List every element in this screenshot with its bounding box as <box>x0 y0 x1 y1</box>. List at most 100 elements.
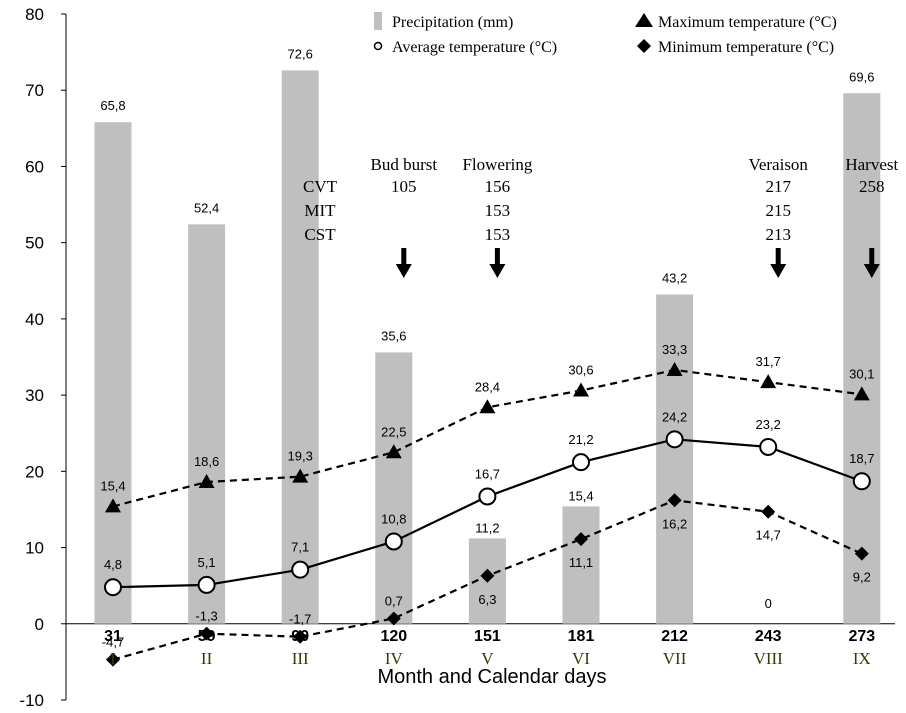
stage-day-value: 153 <box>485 201 511 220</box>
y-tick-label: 10 <box>25 539 44 558</box>
cultivar-label: CST <box>304 225 336 244</box>
month-label: III <box>292 649 309 668</box>
precip-data-label: 72,6 <box>288 46 313 61</box>
stage-day-value: 215 <box>765 201 791 220</box>
circle-marker <box>197 575 216 594</box>
triangle-data-label: 22,5 <box>381 424 406 439</box>
diamond-marker <box>574 532 588 547</box>
month-label: II <box>201 649 213 668</box>
precip-bar <box>843 93 881 624</box>
x-tick-label: 151 <box>474 628 501 645</box>
stage-arrow-head <box>770 264 787 278</box>
y-tick-label: 70 <box>25 81 44 100</box>
diamond-data-label: -1,7 <box>289 612 311 627</box>
precip-bar <box>94 122 132 624</box>
circle-marker <box>852 472 871 491</box>
diamond-data-label: 14,7 <box>756 528 781 543</box>
triangle-data-label: 30,6 <box>568 363 593 378</box>
legend-bar-swatch <box>374 12 382 30</box>
y-tick-label: 80 <box>25 5 44 24</box>
triangle-marker <box>198 474 215 489</box>
precip-data-label: 65,8 <box>100 98 125 113</box>
stage-label: Veraison <box>748 155 808 174</box>
triangle-data-label: 15,4 <box>100 478 125 493</box>
y-tick-label: 50 <box>25 234 44 253</box>
legend-diamond-swatch <box>637 39 651 53</box>
stage-label: Bud burst <box>371 155 438 174</box>
circle-data-label: 21,2 <box>568 432 593 447</box>
stage-arrow-shaft <box>401 248 407 266</box>
diamond-data-label: 6,3 <box>478 592 496 607</box>
triangle-marker <box>479 399 496 414</box>
triangle-marker <box>760 374 777 389</box>
stage-label: Harvest <box>845 155 898 174</box>
y-tick-label: 30 <box>25 386 44 405</box>
stage-day-value: 217 <box>765 177 791 196</box>
x-tick-label: 59 <box>198 628 216 645</box>
diamond-data-label: -4,7 <box>102 635 124 650</box>
circle-marker <box>291 560 310 579</box>
diamond-marker <box>761 504 776 519</box>
y-tick-label: 60 <box>25 157 44 176</box>
diamond-marker <box>854 546 869 561</box>
x-tick-label: 212 <box>661 628 688 645</box>
y-tick-label: 40 <box>25 310 44 329</box>
precip-bar <box>188 224 226 624</box>
legend-entry: Maximum temperature (°C) <box>658 14 837 31</box>
triangle-marker <box>292 468 309 483</box>
cultivar-label: CVT <box>303 177 338 196</box>
triangle-marker <box>573 382 589 397</box>
month-label: VI <box>572 649 590 668</box>
y-tick-label: 20 <box>25 462 44 481</box>
precip-data-label: 15,4 <box>568 488 593 503</box>
stage-day-value: 213 <box>765 225 791 244</box>
circle-data-label: 18,7 <box>849 451 874 466</box>
circle-data-label: 23,2 <box>756 417 781 432</box>
diamond-marker <box>199 626 214 641</box>
stage-arrow-shaft <box>775 248 781 266</box>
precip-bar <box>656 294 694 624</box>
month-label: VII <box>663 649 687 668</box>
stage-label: Flowering <box>462 155 532 174</box>
diamond-data-label: 11,1 <box>569 555 593 570</box>
legend-entry: Minimum temperature (°C) <box>658 39 834 56</box>
stage-arrow-head <box>395 264 412 278</box>
precip-data-label: 11,2 <box>475 520 499 535</box>
circle-data-label: 24,2 <box>662 409 687 424</box>
y-tick-label: -10 <box>19 691 44 710</box>
month-label: IV <box>385 649 404 668</box>
circle-marker <box>104 578 122 597</box>
month-label: V <box>481 649 494 668</box>
circle-marker <box>665 430 684 449</box>
circle-data-label: 4,8 <box>104 557 122 572</box>
diamond-data-label: -1,3 <box>195 609 217 624</box>
stage-day-value: 258 <box>859 177 885 196</box>
precip-bar <box>562 506 600 624</box>
triangle-data-label: 18,6 <box>194 454 219 469</box>
circle-marker <box>478 487 497 506</box>
x-axis-title: Month and Calendar days <box>377 666 606 688</box>
legend-entry: Precipitation (mm) <box>392 14 513 31</box>
circle-marker <box>759 437 778 456</box>
legend-triangle-swatch <box>635 13 653 27</box>
diamond-marker <box>386 611 401 626</box>
triangle-marker <box>853 386 870 401</box>
x-tick-label: 181 <box>568 628 595 645</box>
legend-entry: Average temperature (°C) <box>392 39 557 56</box>
x-tick-label: 120 <box>380 628 407 645</box>
x-tick-label: 243 <box>755 628 782 645</box>
triangle-data-label: 31,7 <box>756 354 781 369</box>
y-tick-label: 0 <box>35 615 44 634</box>
diamond-marker <box>480 568 495 583</box>
x-tick-label: 90 <box>291 628 309 645</box>
stage-arrow-head <box>863 264 880 278</box>
circle-marker <box>384 532 403 551</box>
triangle-marker <box>105 498 121 513</box>
triangle-data-label: 28,4 <box>475 379 500 394</box>
legend-circle-swatch <box>373 41 383 51</box>
x-tick-label: 31 <box>104 628 122 645</box>
triangle-data-label: 33,3 <box>662 342 687 357</box>
diamond-data-label: 0,7 <box>385 593 403 608</box>
diamond-marker <box>106 652 120 667</box>
